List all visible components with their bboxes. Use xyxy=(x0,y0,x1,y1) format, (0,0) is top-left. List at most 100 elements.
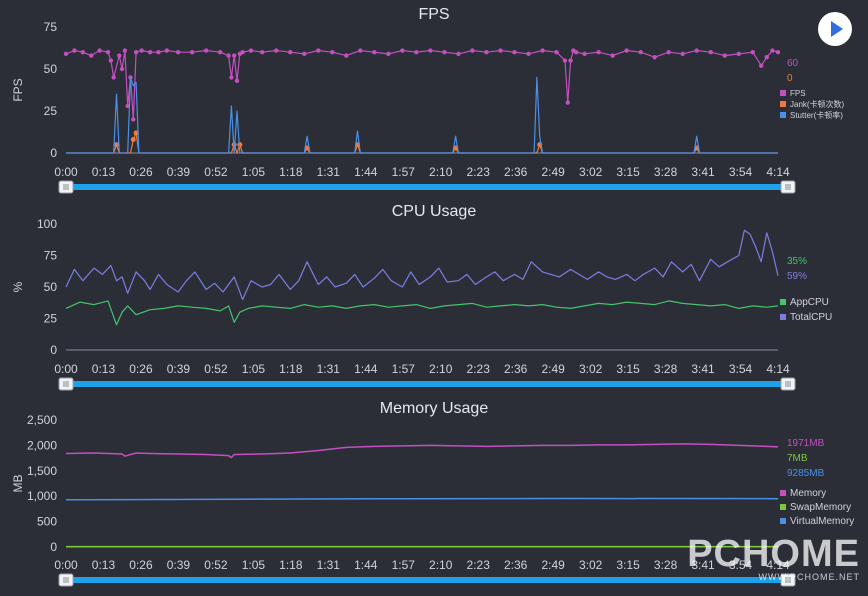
fps-point xyxy=(568,58,573,63)
fps-point xyxy=(610,53,615,58)
x-tick-label: 3:28 xyxy=(654,558,678,572)
x-tick-label: 3:54 xyxy=(729,362,753,376)
current-value-totalcpu: 59% xyxy=(787,271,807,282)
x-tick-label: 3:41 xyxy=(691,558,715,572)
x-tick-label: 0:00 xyxy=(54,165,78,179)
current-value-jank: 0 xyxy=(787,73,793,84)
y-tick-label: 25 xyxy=(44,104,58,118)
legend-swatch xyxy=(780,490,786,496)
fps-point xyxy=(274,48,279,53)
fps-point xyxy=(386,51,391,57)
fps-point xyxy=(736,51,741,57)
fps-point xyxy=(428,48,433,53)
fps-point xyxy=(175,50,181,55)
x-tick-label: 0:26 xyxy=(129,362,153,376)
x-tick-label: 2:10 xyxy=(429,558,453,572)
x-tick-label: 1:31 xyxy=(317,165,341,179)
fps-point xyxy=(372,50,377,55)
chart-title-fps: FPS xyxy=(418,6,450,23)
y-tick-label: 0 xyxy=(50,146,57,160)
x-tick-label: 1:18 xyxy=(279,362,303,376)
fps-point xyxy=(97,48,102,53)
fps-point xyxy=(764,55,769,60)
fps-point xyxy=(565,100,570,105)
fps-point xyxy=(122,48,128,53)
jank-point xyxy=(130,137,136,143)
fps-point xyxy=(638,50,643,55)
time-range-slider[interactable] xyxy=(66,184,790,190)
x-tick-label: 3:02 xyxy=(579,165,603,179)
fps-point xyxy=(512,50,517,55)
x-tick-label: 0:13 xyxy=(92,362,116,376)
series-line xyxy=(65,300,779,326)
time-range-slider[interactable] xyxy=(66,381,790,387)
current-value-appcpu: 35% xyxy=(787,256,807,267)
x-tick-label: 1:05 xyxy=(242,362,266,376)
fps-point xyxy=(624,48,629,53)
chart-title-cpu: CPU Usage xyxy=(391,203,477,220)
x-tick-label: 2:49 xyxy=(541,165,565,179)
fps-point xyxy=(133,50,139,55)
x-tick-label: 4:14 xyxy=(766,165,790,179)
legend-label: AppCPU xyxy=(790,297,829,308)
x-tick-label: 1:05 xyxy=(242,558,266,572)
legend-label: VirtualMemory xyxy=(790,516,854,527)
fps-point xyxy=(414,50,419,55)
jank-point xyxy=(133,130,139,136)
legend-swatch xyxy=(780,101,786,107)
current-value-virtual: 9285MB xyxy=(787,468,825,479)
play-button[interactable] xyxy=(818,12,852,46)
fps-point xyxy=(139,48,144,53)
fps-point xyxy=(330,50,335,55)
fps-point xyxy=(554,50,559,55)
x-tick-label: 2:23 xyxy=(467,362,491,376)
x-tick-label: 3:41 xyxy=(691,362,715,376)
legend-swatch xyxy=(780,112,786,118)
x-tick-label: 2:36 xyxy=(504,558,528,572)
y-tick-label: 25 xyxy=(44,312,58,326)
series-line xyxy=(65,229,779,301)
y-tick-label: 1,000 xyxy=(27,489,57,503)
fps-point xyxy=(108,58,114,63)
y-tick-label: 0 xyxy=(50,540,57,554)
x-tick-label: 3:15 xyxy=(616,165,640,179)
time-range-slider[interactable] xyxy=(66,577,790,583)
legend-swatch xyxy=(780,504,786,510)
x-tick-label: 3:28 xyxy=(654,362,678,376)
fps-point xyxy=(484,50,489,55)
series-line xyxy=(65,443,779,459)
fps-point xyxy=(344,53,349,58)
y-tick-label: 2,500 xyxy=(27,413,57,427)
watermark-logo: PCHOME WWW.PCHOME.NET xyxy=(687,533,860,582)
series-line xyxy=(65,49,779,120)
x-tick-label: 1:05 xyxy=(242,165,266,179)
fps-point xyxy=(442,50,447,55)
fps-point xyxy=(229,75,234,80)
legend-swatch xyxy=(780,299,786,305)
fps-point xyxy=(302,51,307,57)
x-tick-label: 1:31 xyxy=(317,362,341,376)
x-tick-label: 3:15 xyxy=(616,362,640,376)
legend-swatch xyxy=(780,90,786,96)
fps-point xyxy=(708,50,713,55)
x-tick-label: 3:15 xyxy=(616,558,640,572)
x-tick-label: 1:44 xyxy=(354,558,378,572)
y-tick-label: 50 xyxy=(44,280,58,294)
series-line xyxy=(66,132,778,154)
x-tick-label: 0:26 xyxy=(129,558,153,572)
x-tick-label: 2:23 xyxy=(467,165,491,179)
x-tick-label: 0:52 xyxy=(204,165,228,179)
legend-label: TotalCPU xyxy=(790,312,832,323)
x-tick-label: 0:13 xyxy=(92,165,116,179)
legend-label: Jank(卡顿次数) xyxy=(790,99,845,109)
y-tick-label: 1,500 xyxy=(27,464,57,478)
fps-point xyxy=(260,50,265,55)
fps-point xyxy=(722,53,727,58)
fps-point xyxy=(226,53,231,58)
fps-point xyxy=(775,50,781,55)
x-tick-label: 1:18 xyxy=(279,165,303,179)
x-tick-label: 0:00 xyxy=(54,362,78,376)
fps-point xyxy=(526,51,531,57)
fps-point xyxy=(164,48,170,53)
